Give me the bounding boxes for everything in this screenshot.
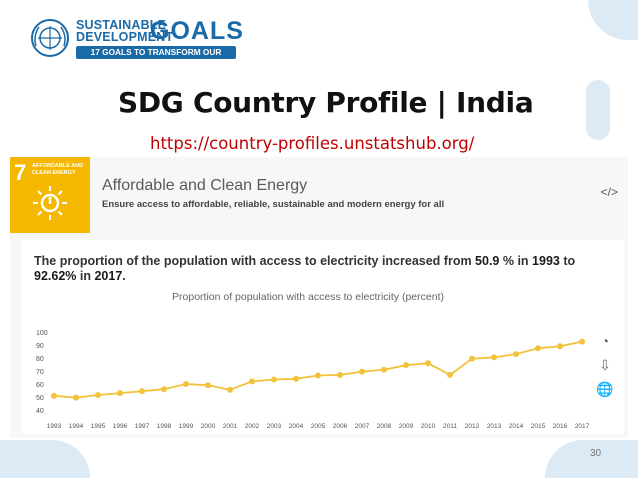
series-line (53, 340, 583, 399)
x-tick-label: 2015 (531, 423, 546, 430)
x-tick-label: 1995 (91, 423, 106, 430)
data-point (403, 362, 409, 369)
statement-value-from: 50.9 (475, 254, 500, 268)
download-icon[interactable]: ⇩ (599, 357, 611, 373)
page-number: 30 (590, 448, 602, 459)
x-tick-label: 1997 (135, 423, 150, 430)
x-tick-label: 2006 (333, 423, 348, 430)
data-point (95, 392, 101, 399)
x-tick-label: 2011 (443, 423, 457, 430)
chart-title: Proportion of population with access to … (172, 291, 444, 303)
x-tick-label: 2013 (487, 423, 502, 430)
data-point (161, 386, 167, 393)
slide-title: SDG Country Profile | India (118, 86, 534, 119)
code-icon[interactable]: </> (600, 185, 618, 199)
x-tick-label: 1998 (157, 423, 172, 430)
chart-tools: ◔ ⇩ 🌐 (596, 332, 616, 404)
statement-value-to: 92.62% (34, 269, 77, 283)
data-point (139, 388, 145, 395)
sdg-logo: SUSTAINABLE DEVELOPMENT GOALS 17 GOALS T… (30, 16, 243, 70)
indicator-statement: The proportion of the population with ac… (34, 254, 614, 284)
data-point (557, 343, 563, 350)
y-tick-label: 70 (36, 369, 44, 376)
profile-link[interactable]: https://country-profiles.unstatshub.org/ (150, 134, 475, 153)
un-emblem-icon (31, 19, 69, 57)
goal-title: Affordable and Clean Energy (102, 177, 308, 194)
statement-year-from: 1993 (532, 254, 560, 268)
x-tick-label: 2016 (553, 423, 568, 430)
data-point (183, 381, 189, 387)
goal-7-tile: 7 AFFORDABLE AND CLEAN ENERGY (10, 157, 90, 233)
data-point (337, 371, 343, 378)
logo-banner: 17 GOALS TO TRANSFORM OUR WORLD (76, 46, 236, 70)
sun-power-icon (33, 186, 67, 220)
x-tick-label: 2009 (399, 423, 414, 430)
data-point (205, 382, 211, 389)
data-point (535, 345, 541, 352)
x-tick-label: 2000 (201, 423, 216, 430)
speedometer-icon[interactable]: ◔ (600, 333, 610, 349)
decorative-shape (588, 0, 638, 40)
indicator-panel: The proportion of the population with ac… (22, 240, 624, 434)
x-tick-label: 2014 (509, 423, 524, 430)
data-point (381, 366, 387, 373)
statement-year-to: 2017 (94, 269, 123, 283)
data-point (491, 354, 497, 361)
data-point (513, 351, 519, 358)
data-point (469, 355, 475, 362)
goal-subtitle: Ensure access to affordable, reliable, s… (102, 199, 445, 210)
data-point (73, 394, 79, 401)
statement-text: in (76, 269, 95, 283)
statement-text: to (559, 254, 576, 268)
goal-tile-label: AFFORDABLE AND CLEAN ENERGY (32, 163, 84, 176)
decorative-shape (0, 440, 90, 478)
goal-number: 7 (14, 160, 27, 185)
x-tick-label: 2010 (421, 423, 436, 430)
x-tick-label: 2005 (311, 423, 326, 430)
y-tick-label: 100 (36, 330, 48, 337)
logo-text-sustainable: SUSTAINABLE (76, 18, 167, 32)
data-point (293, 375, 299, 382)
y-tick-label: 90 (36, 343, 44, 350)
x-tick-label: 2012 (465, 423, 480, 430)
data-point (117, 390, 123, 397)
data-point (579, 338, 585, 345)
data-point (249, 378, 255, 385)
y-tick-label: 80 (36, 356, 44, 363)
y-tick-label: 60 (36, 382, 44, 389)
x-tick-label: 2003 (267, 423, 282, 430)
data-point (51, 392, 57, 399)
x-tick-label: 2008 (377, 423, 392, 430)
x-tick-label: 2001 (223, 423, 238, 430)
x-tick-label: 1993 (47, 423, 62, 430)
x-tick-label: 1999 (179, 423, 194, 430)
y-tick-label: 40 (36, 408, 44, 415)
data-point (271, 376, 277, 383)
x-tick-label: 2007 (355, 423, 370, 430)
logo-text-goals: GOALS (150, 17, 244, 45)
data-point (315, 372, 321, 379)
data-point (359, 368, 365, 375)
electricity-access-chart: Proportion of population with access to … (36, 291, 590, 430)
x-tick-label: 2002 (245, 423, 260, 430)
globe-icon[interactable]: 🌐 (596, 381, 614, 397)
data-point (227, 386, 233, 393)
statement-text: The proportion of the population with ac… (34, 254, 476, 268)
decorative-shape (586, 80, 610, 140)
x-tick-label: 1994 (69, 423, 84, 430)
logo-text-development: DEVELOPMENT (76, 30, 174, 44)
x-tick-label: 1996 (113, 423, 128, 430)
data-point (447, 371, 453, 378)
y-tick-label: 50 (36, 395, 44, 402)
statement-text: . (122, 269, 126, 283)
embedded-screenshot: 7 AFFORDABLE AND CLEAN ENERGY Affordable… (10, 157, 628, 438)
statement-text: % in (499, 254, 533, 268)
x-tick-label: 2004 (289, 423, 304, 430)
decorative-shape (545, 440, 638, 478)
x-tick-label: 2017 (575, 423, 590, 430)
data-point (425, 360, 431, 367)
